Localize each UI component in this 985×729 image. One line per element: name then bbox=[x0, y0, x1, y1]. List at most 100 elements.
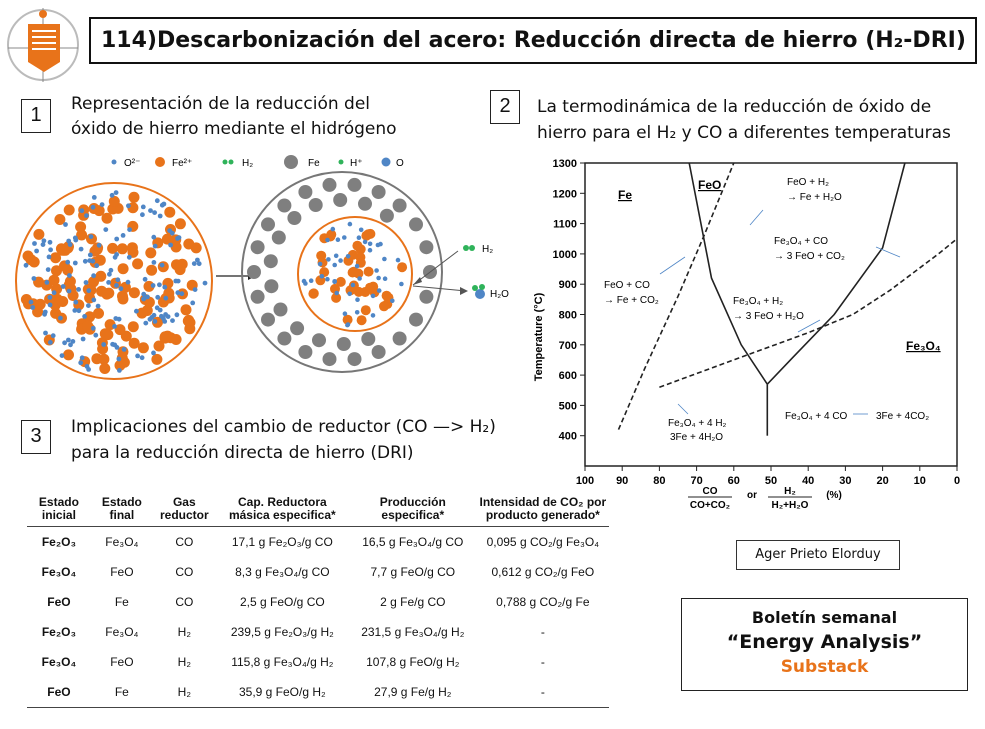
o2-ion bbox=[103, 227, 109, 232]
fe-atom bbox=[419, 240, 434, 255]
o2-ion bbox=[44, 280, 50, 285]
o2-ion bbox=[99, 202, 105, 207]
table-row: FeO Fe CO 2,5 g FeO/g CO 2 g Fe/g CO 0,788 g … bbox=[27, 587, 609, 617]
oxide-core-ions bbox=[301, 221, 408, 328]
o2-ion bbox=[165, 314, 171, 319]
o2-ion bbox=[338, 258, 343, 263]
h2-phase-boundary bbox=[688, 162, 768, 385]
cell: 0,788 g CO₂/g Fe bbox=[496, 595, 590, 609]
fe2-ion bbox=[308, 288, 319, 299]
o2-ion bbox=[46, 254, 52, 260]
fe-atom bbox=[277, 198, 292, 213]
fe2-ion bbox=[176, 258, 188, 270]
cell: H₂ bbox=[177, 625, 191, 639]
fe2-ion bbox=[180, 304, 192, 316]
fe2-ion bbox=[335, 276, 346, 287]
o2-ion bbox=[347, 221, 353, 227]
o2-ion bbox=[139, 355, 145, 361]
reductant-comparison-table: Estado inicial Estado final Gas reductor… bbox=[27, 496, 609, 708]
o2-ion bbox=[355, 297, 360, 302]
fe-atom bbox=[419, 289, 434, 304]
o2-ion bbox=[168, 242, 174, 248]
fe-atom bbox=[322, 177, 337, 192]
fe-atom bbox=[308, 198, 323, 212]
o2-ion bbox=[192, 287, 198, 292]
o2-ion bbox=[86, 288, 92, 294]
o2-ion bbox=[109, 192, 115, 198]
x-tick-label: 70 bbox=[690, 475, 702, 487]
fe2-ion bbox=[151, 353, 163, 365]
fe2-ion bbox=[34, 298, 46, 310]
section-number-1: 1 bbox=[21, 99, 51, 133]
anno-fe3o4-4co-2: 3Fe + 4CO₂ bbox=[876, 411, 929, 422]
header-gas-reductor: Gas reductor bbox=[159, 495, 209, 522]
legend-o2-label: O²⁻ bbox=[124, 158, 140, 169]
section2-title-line1: La termodinámica de la reducción de óxid… bbox=[537, 97, 932, 117]
o2-ion bbox=[32, 241, 37, 246]
y-tick-label: 1000 bbox=[553, 249, 577, 261]
o2-ion bbox=[162, 284, 168, 290]
fe2-ion bbox=[63, 279, 75, 291]
fe-atom bbox=[361, 332, 376, 346]
reduced-particle-core bbox=[297, 216, 413, 332]
section3-title-line1: Implicaciones del cambio de reductor (CO… bbox=[71, 417, 496, 437]
o2-ion bbox=[76, 308, 82, 314]
o2-ion bbox=[67, 273, 72, 278]
fe2-ion bbox=[145, 247, 157, 259]
o2-ion bbox=[370, 293, 376, 299]
o2-ion bbox=[91, 195, 97, 200]
o2-ion bbox=[147, 316, 153, 322]
x-label-den1: CO+CO₂ bbox=[690, 500, 730, 511]
o2-ion bbox=[94, 263, 100, 269]
fe2-ion bbox=[116, 243, 128, 255]
cell: FeO bbox=[110, 655, 134, 669]
fe2-ion bbox=[161, 233, 173, 245]
fe2-ion bbox=[117, 263, 129, 275]
cell: 2 g Fe/g CO bbox=[380, 595, 446, 609]
cell: 17,1 g Fe₂O₃/g CO bbox=[231, 535, 333, 549]
fe-atom bbox=[371, 185, 386, 199]
o2-ion bbox=[66, 238, 72, 244]
fe2-ion bbox=[331, 292, 342, 303]
o2-ion bbox=[82, 314, 87, 319]
o2-ion bbox=[354, 263, 360, 269]
o2-ion bbox=[333, 253, 339, 259]
fe-atom bbox=[298, 345, 313, 359]
o2-ion bbox=[173, 278, 179, 284]
legend-fe2-dot bbox=[155, 157, 165, 167]
fe-atom bbox=[312, 333, 326, 348]
cell: H₂ bbox=[177, 685, 191, 699]
o2-ion bbox=[121, 347, 127, 352]
fe2-ion bbox=[137, 342, 149, 354]
cell: Fe₃O₄ bbox=[105, 535, 139, 549]
o2-ion bbox=[116, 356, 122, 362]
o2-ion bbox=[142, 276, 148, 282]
o2-ion bbox=[114, 252, 119, 257]
o2-ion bbox=[308, 278, 314, 283]
cell: 16,5 g Fe₃O₄/g CO bbox=[362, 535, 464, 549]
fe-atom bbox=[333, 193, 348, 207]
legend-o-label: O bbox=[396, 158, 404, 169]
fe2-ion bbox=[98, 353, 110, 365]
o2-ion bbox=[60, 284, 66, 289]
table-row: FeO Fe H₂ 35,9 g FeO/g H₂ 27,9 g Fe/g H₂ - bbox=[27, 677, 609, 708]
fe-atom bbox=[261, 312, 275, 327]
o2-ion bbox=[319, 274, 325, 279]
fe2-ion bbox=[99, 363, 111, 374]
o2-ion bbox=[191, 261, 197, 266]
o2-ion bbox=[155, 294, 161, 300]
o2-ion bbox=[161, 316, 166, 321]
o2-ion bbox=[151, 234, 157, 240]
fe-atom bbox=[392, 198, 407, 213]
iron-shell-atoms bbox=[247, 177, 437, 367]
o2-ion bbox=[140, 212, 145, 218]
fe2-ion bbox=[184, 323, 196, 335]
o2-ion bbox=[114, 236, 120, 242]
o2-ion bbox=[326, 257, 331, 262]
fe2-ion bbox=[153, 340, 165, 352]
o2-ion bbox=[88, 234, 94, 239]
o2-ion bbox=[48, 340, 53, 345]
o2-ion bbox=[42, 311, 47, 317]
x-tick-label: 10 bbox=[914, 475, 926, 487]
